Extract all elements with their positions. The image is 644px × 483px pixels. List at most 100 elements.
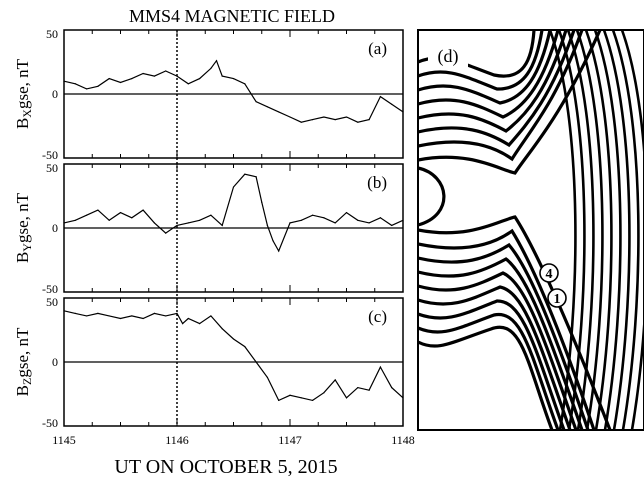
data-point bbox=[402, 397, 404, 399]
data-point bbox=[86, 214, 88, 216]
data-point bbox=[176, 312, 178, 314]
field-line bbox=[418, 30, 576, 148]
data-point bbox=[244, 173, 246, 175]
data-point bbox=[131, 78, 133, 80]
data-point bbox=[86, 315, 88, 317]
field-line bbox=[418, 30, 568, 133]
data-point bbox=[391, 103, 393, 105]
data-point bbox=[74, 219, 76, 221]
panel-b-ytick-top: 50 bbox=[46, 161, 58, 175]
data-point bbox=[379, 366, 381, 368]
panel-a-plot bbox=[63, 30, 404, 158]
data-point bbox=[97, 85, 99, 87]
field-line bbox=[575, 30, 604, 430]
data-point bbox=[357, 219, 359, 221]
data-point bbox=[278, 399, 280, 401]
data-point bbox=[272, 240, 274, 242]
data-point bbox=[334, 119, 336, 121]
data-point bbox=[345, 397, 348, 399]
data-point bbox=[368, 389, 370, 391]
field-line bbox=[611, 30, 640, 430]
data-point bbox=[379, 217, 381, 219]
data-point bbox=[334, 222, 336, 224]
field-line bbox=[418, 30, 560, 119]
field-line bbox=[418, 257, 584, 430]
data-point bbox=[323, 217, 325, 219]
panel-c-ylabel: BZgse, nT bbox=[13, 327, 34, 396]
data-point bbox=[312, 119, 314, 121]
field-line bbox=[602, 30, 631, 430]
data-point bbox=[199, 323, 201, 325]
data-point bbox=[368, 222, 370, 224]
data-point bbox=[142, 317, 144, 320]
data-point bbox=[232, 338, 235, 340]
data-point bbox=[323, 392, 325, 394]
data-point bbox=[165, 232, 167, 234]
data-point bbox=[266, 376, 268, 378]
field-line bbox=[418, 228, 596, 430]
data-point bbox=[300, 219, 302, 221]
panel-c-label: (c) bbox=[368, 307, 387, 326]
panel-a-ylabel: BXgse, nT bbox=[13, 58, 34, 129]
field-line bbox=[418, 299, 566, 430]
data-point bbox=[63, 222, 65, 224]
field-line bbox=[557, 30, 586, 430]
panel-c-ytick-mid: 0 bbox=[52, 355, 58, 369]
data-point bbox=[255, 361, 257, 363]
x-tick-label: 1146 bbox=[165, 433, 189, 447]
data-point bbox=[210, 67, 212, 69]
data-point bbox=[334, 379, 336, 381]
data-point bbox=[97, 209, 99, 211]
data-point bbox=[131, 217, 133, 219]
data-point bbox=[131, 315, 133, 317]
data-point bbox=[232, 186, 235, 188]
data-point bbox=[221, 328, 223, 330]
data-point bbox=[63, 80, 65, 82]
panel-a-ytick-top: 50 bbox=[46, 27, 58, 41]
field-line bbox=[620, 30, 644, 430]
data-point bbox=[215, 60, 218, 62]
data-point bbox=[232, 78, 235, 80]
field-line bbox=[418, 325, 554, 430]
panel-a-ytick-bot: -50 bbox=[42, 148, 58, 162]
panel-a-label: (a) bbox=[368, 39, 387, 58]
data-point bbox=[153, 75, 155, 77]
data-point bbox=[176, 224, 178, 227]
data-point bbox=[153, 222, 155, 224]
data-point bbox=[187, 222, 189, 224]
data-point bbox=[312, 214, 314, 216]
field-line bbox=[418, 242, 590, 430]
x-tick-labels: 1145 1146 1147 1148 bbox=[52, 433, 415, 447]
data-point bbox=[244, 346, 246, 348]
x-tick-label: 1145 bbox=[52, 433, 76, 447]
panel-c-ytick-top: 50 bbox=[46, 295, 58, 309]
data-point bbox=[142, 72, 144, 75]
panel-b: (b) 50 0 -50 BYgse, nT bbox=[13, 161, 404, 296]
field-line bbox=[584, 30, 613, 430]
data-point bbox=[244, 83, 246, 85]
data-point bbox=[108, 315, 110, 317]
data-point bbox=[255, 176, 257, 178]
spacecraft-marker-4: 4 bbox=[539, 263, 559, 283]
data-point bbox=[187, 83, 189, 85]
field-line bbox=[418, 30, 544, 91]
data-point bbox=[119, 81, 122, 84]
data-point bbox=[221, 75, 223, 77]
field-line bbox=[548, 30, 577, 430]
field-line bbox=[418, 30, 552, 105]
data-point bbox=[300, 397, 302, 399]
series-line bbox=[63, 59, 404, 123]
panel-a: (a) 50 0 -50 BXgse, nT bbox=[13, 27, 404, 162]
data-point bbox=[165, 315, 167, 317]
data-point bbox=[379, 95, 381, 98]
panel-c-plot bbox=[63, 298, 404, 426]
panel-a-ytick-mid: 0 bbox=[52, 87, 58, 101]
field-line bbox=[418, 271, 578, 430]
data-point bbox=[391, 387, 393, 389]
data-point bbox=[261, 201, 263, 203]
data-point bbox=[345, 116, 348, 118]
panel-c-ytick-bot: -50 bbox=[42, 416, 58, 430]
data-point bbox=[368, 119, 370, 121]
data-point bbox=[210, 315, 212, 317]
data-point bbox=[278, 250, 280, 252]
